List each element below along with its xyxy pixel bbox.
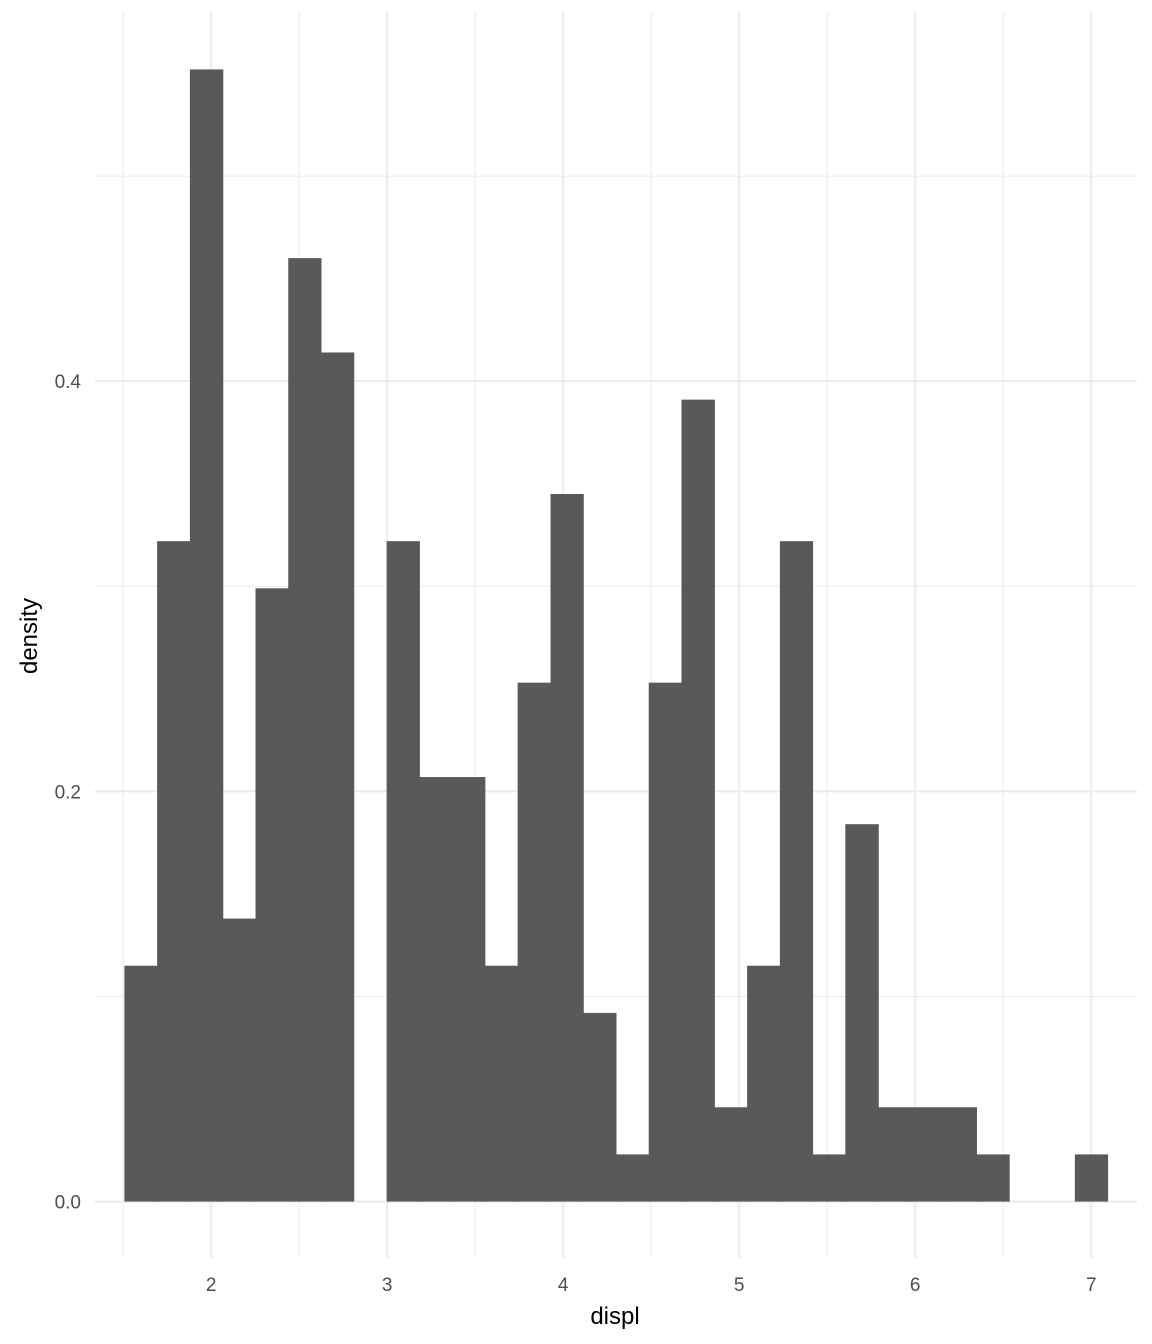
histogram-bar [845, 824, 879, 1202]
histogram-bar [1074, 1154, 1109, 1202]
y-tick-label: 0.2 [55, 782, 81, 803]
histogram-bar [157, 541, 191, 1202]
histogram-bar [386, 541, 420, 1202]
histogram-bar [189, 69, 224, 1202]
histogram-bars [124, 69, 1109, 1202]
y-axis-title: density [16, 598, 43, 674]
x-tick-label: 7 [1086, 1275, 1097, 1296]
x-tick-label: 5 [734, 1275, 745, 1296]
histogram-bar [124, 965, 158, 1202]
histogram-bar [648, 682, 682, 1202]
x-tick-label: 3 [382, 1275, 393, 1296]
histogram-bar [910, 1107, 945, 1202]
histogram-bar [812, 1154, 846, 1202]
histogram-bar [550, 493, 584, 1202]
x-axis-tick-labels: 2 3 4 5 6 7 [206, 1275, 1097, 1296]
x-tick-label: 6 [910, 1275, 921, 1296]
histogram-bar [583, 1012, 617, 1202]
histogram-bar [255, 588, 289, 1202]
histogram-bar [616, 1154, 650, 1202]
histogram-bar [779, 541, 814, 1202]
histogram-bar [747, 965, 781, 1202]
x-tick-label: 4 [558, 1275, 569, 1296]
histogram-bar [321, 352, 355, 1202]
histogram-bar [288, 258, 322, 1202]
y-axis-tick-labels: 0.0 0.2 0.4 [55, 372, 82, 1213]
histogram-bar [976, 1154, 1010, 1202]
x-axis-title: displ [590, 1303, 639, 1330]
histogram-bar [419, 777, 453, 1202]
histogram-bar [452, 777, 486, 1202]
histogram-bar [681, 399, 715, 1202]
histogram-bar [943, 1107, 977, 1202]
x-tick-label: 2 [206, 1275, 217, 1296]
histogram-bar [484, 965, 519, 1202]
histogram-bar [222, 918, 257, 1202]
histogram-bar [714, 1107, 748, 1202]
y-tick-label: 0.0 [55, 1193, 81, 1214]
histogram-bar [517, 682, 552, 1202]
y-tick-label: 0.4 [55, 372, 82, 393]
histogram-bar [878, 1107, 912, 1202]
